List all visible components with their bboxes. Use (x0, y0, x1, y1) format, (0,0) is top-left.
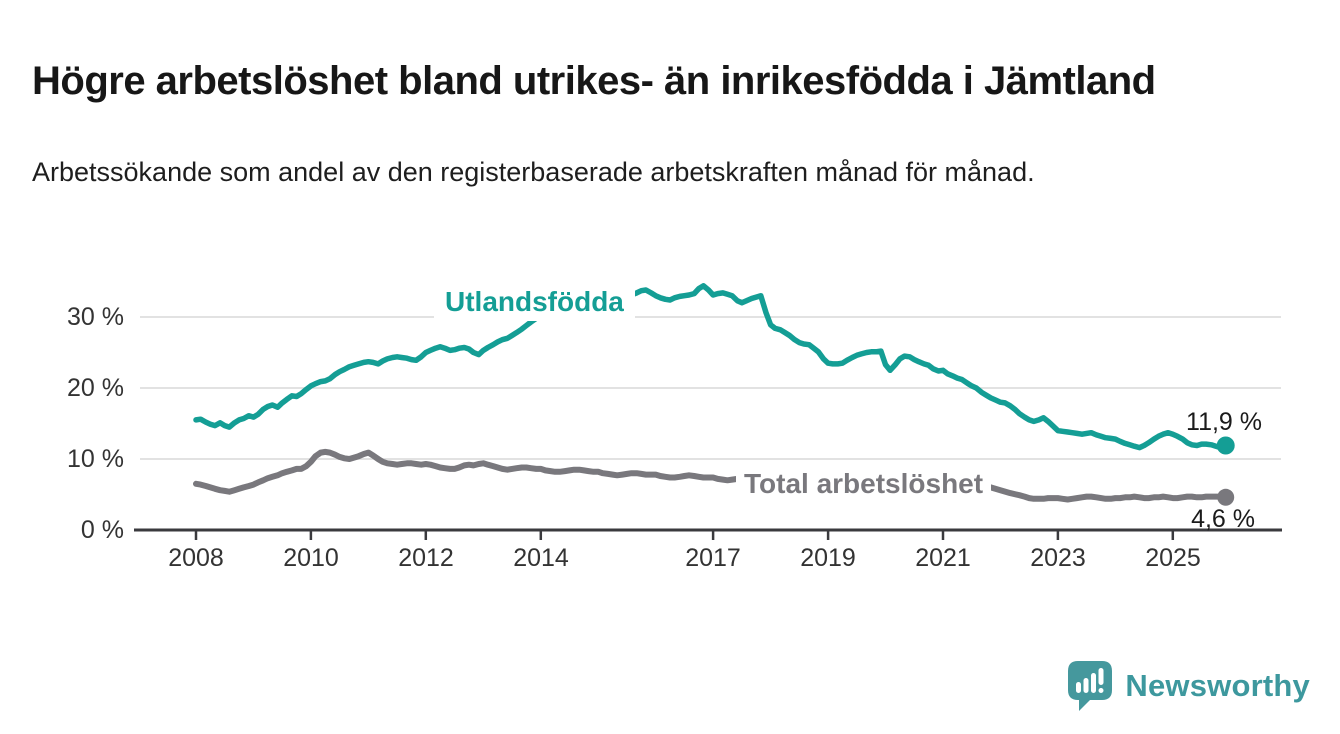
page-subtitle: Arbetssökande som andel av den registerb… (32, 157, 1035, 187)
series-end-dot-utlandsfodda (1216, 436, 1235, 455)
series-label-total-arbetsloshet: Total arbetslöshet (736, 465, 992, 503)
x-axis-tick-label: 2017 (685, 544, 741, 572)
x-axis-tick-label: 2008 (168, 544, 224, 572)
y-axis-tick-label: 20 % (67, 374, 124, 402)
x-axis-tick-label: 2025 (1145, 544, 1201, 572)
newsworthy-bubble-icon (1068, 661, 1113, 711)
x-axis-tick-label: 2021 (915, 544, 971, 572)
x-axis-tick-label: 2010 (283, 544, 339, 572)
end-value-label-utlandsfodda: 11,9 % (1186, 408, 1262, 436)
x-axis-tick-label: 2012 (398, 544, 454, 572)
series-end-dot-total (1217, 488, 1235, 506)
series-label-utlandsfodda: Utlandsfödda (434, 283, 635, 321)
chart-canvas (134, 283, 1282, 540)
newsworthy-logo: Newsworthy (1067, 660, 1310, 712)
y-axis-tick-label: 0 % (80, 516, 124, 544)
x-axis-tick-label: 2023 (1030, 544, 1086, 572)
end-value-label-total: 4,6 % (1191, 505, 1255, 533)
page-title: Högre arbetslöshet bland utrikes- än inr… (32, 58, 1156, 103)
series-line-total (193, 448, 1229, 503)
x-axis-tick-label: 2014 (513, 544, 569, 572)
x-axis-tick-label: 2019 (800, 544, 856, 572)
line-chart: Utlandsfödda Total arbetslöshet 11,9 % 4… (0, 255, 1340, 600)
newsworthy-wordmark: Newsworthy (1125, 668, 1310, 703)
series-line-utlandsfodda (193, 283, 1229, 451)
y-axis-tick-label: 30 % (67, 303, 124, 331)
y-axis-tick-label: 10 % (67, 445, 124, 473)
